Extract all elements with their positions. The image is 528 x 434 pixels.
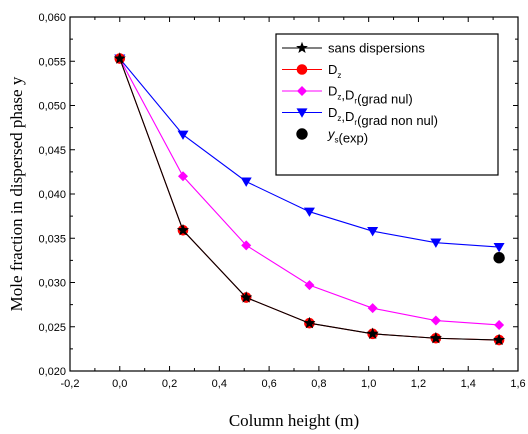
x-tick-label: 0,4 — [212, 378, 227, 390]
y-tick-label: 0,060 — [38, 12, 66, 24]
data-point — [367, 303, 378, 314]
data-point — [240, 177, 252, 187]
legend-label-part: D — [328, 62, 337, 77]
x-tick-label: 0,0 — [112, 378, 127, 390]
legend-item: Dz — [282, 62, 341, 80]
data-point — [303, 207, 315, 217]
data-point — [304, 280, 315, 291]
legend-label-part: y — [327, 127, 336, 142]
legend-label-part: (exp) — [339, 131, 369, 146]
legend-marker — [296, 128, 308, 140]
legend-label: Dz,Dr(grad nul) — [328, 84, 413, 107]
legend-marker — [296, 108, 308, 118]
series-3 — [114, 54, 505, 253]
data-point — [241, 240, 252, 251]
legend-marker — [297, 86, 307, 96]
legend-label: sans dispersions — [328, 41, 425, 56]
legend-label-part: ,D — [341, 109, 354, 124]
data-point — [493, 333, 505, 346]
series-0-markers-top — [113, 52, 505, 346]
legend-label-part: sans dispersions — [328, 41, 425, 56]
legend-label: Dz,Dr(grad non nul) — [328, 105, 438, 128]
x-tick-label: 1,4 — [461, 378, 476, 390]
y-axis-title: Mole fraction in dispersed phase y — [7, 76, 26, 311]
legend-label-part: (grad non nul) — [357, 113, 438, 128]
y-tick-label: 0,030 — [38, 278, 66, 290]
y-tick-label: 0,025 — [38, 322, 66, 334]
x-tick-label: -0,2 — [61, 378, 80, 390]
legend-label-part: D — [328, 105, 337, 120]
legend-label-part: s — [335, 136, 339, 145]
y-tick-label: 0,040 — [38, 189, 66, 201]
legend-label-part: z — [337, 71, 341, 80]
legend-marker — [296, 64, 308, 75]
y-tick-label: 0,055 — [38, 56, 66, 68]
legend-item: ys(exp) — [296, 127, 368, 146]
legend-marker — [296, 41, 308, 54]
data-point — [367, 227, 379, 237]
y-tick-label: 0,020 — [38, 366, 66, 378]
data-point — [240, 291, 253, 303]
data-point — [177, 130, 189, 140]
x-tick-label: 0,8 — [311, 378, 326, 390]
legend-item: sans dispersions — [282, 41, 425, 56]
legend-label-part: z — [337, 93, 341, 102]
legend-item: Dz,Dr(grad non nul) — [282, 105, 438, 128]
x-tick-label: 1,6 — [510, 378, 525, 390]
y-tick-label: 0,050 — [38, 101, 66, 113]
legend-label-part: z — [337, 114, 341, 123]
legend-label: ys(exp) — [327, 127, 368, 146]
data-point — [493, 242, 505, 253]
legend-label-part: ,D — [341, 88, 354, 103]
legend-label-part: r — [354, 118, 357, 127]
data-point — [366, 327, 379, 339]
series-4 — [493, 252, 505, 264]
legend-item: Dz,Dr(grad nul) — [282, 84, 413, 107]
series-layer — [113, 52, 505, 346]
data-point — [430, 315, 441, 326]
legend-label-part: (grad nul) — [357, 92, 413, 107]
data-point — [177, 224, 189, 236]
x-tick-label: 0,2 — [162, 378, 177, 390]
x-tick-label: 0,6 — [261, 378, 276, 390]
x-tick-label: 1,2 — [411, 378, 426, 390]
axis-ticks: -0,2 0,0 0,2 0,4 0,6 0,8 1,0 1,2 1,4 1,6 0,020 0,02… — [38, 12, 525, 390]
series-2 — [114, 53, 505, 330]
data-point — [177, 171, 188, 182]
y-tick-label: 0,045 — [38, 145, 66, 157]
data-point — [113, 52, 126, 64]
y-tick-label: 0,035 — [38, 233, 66, 245]
data-point — [494, 319, 505, 330]
x-axis-title: Column height (m) — [229, 411, 359, 430]
legend-box — [275, 33, 499, 176]
legend-label-part: D — [328, 84, 337, 99]
data-point — [493, 252, 505, 264]
x-tick-label: 1,0 — [361, 378, 376, 390]
data-point — [429, 332, 442, 344]
data-point — [430, 238, 442, 248]
data-point — [303, 317, 316, 329]
legend-label-part: r — [354, 97, 357, 106]
legend-label: Dz — [328, 62, 341, 80]
